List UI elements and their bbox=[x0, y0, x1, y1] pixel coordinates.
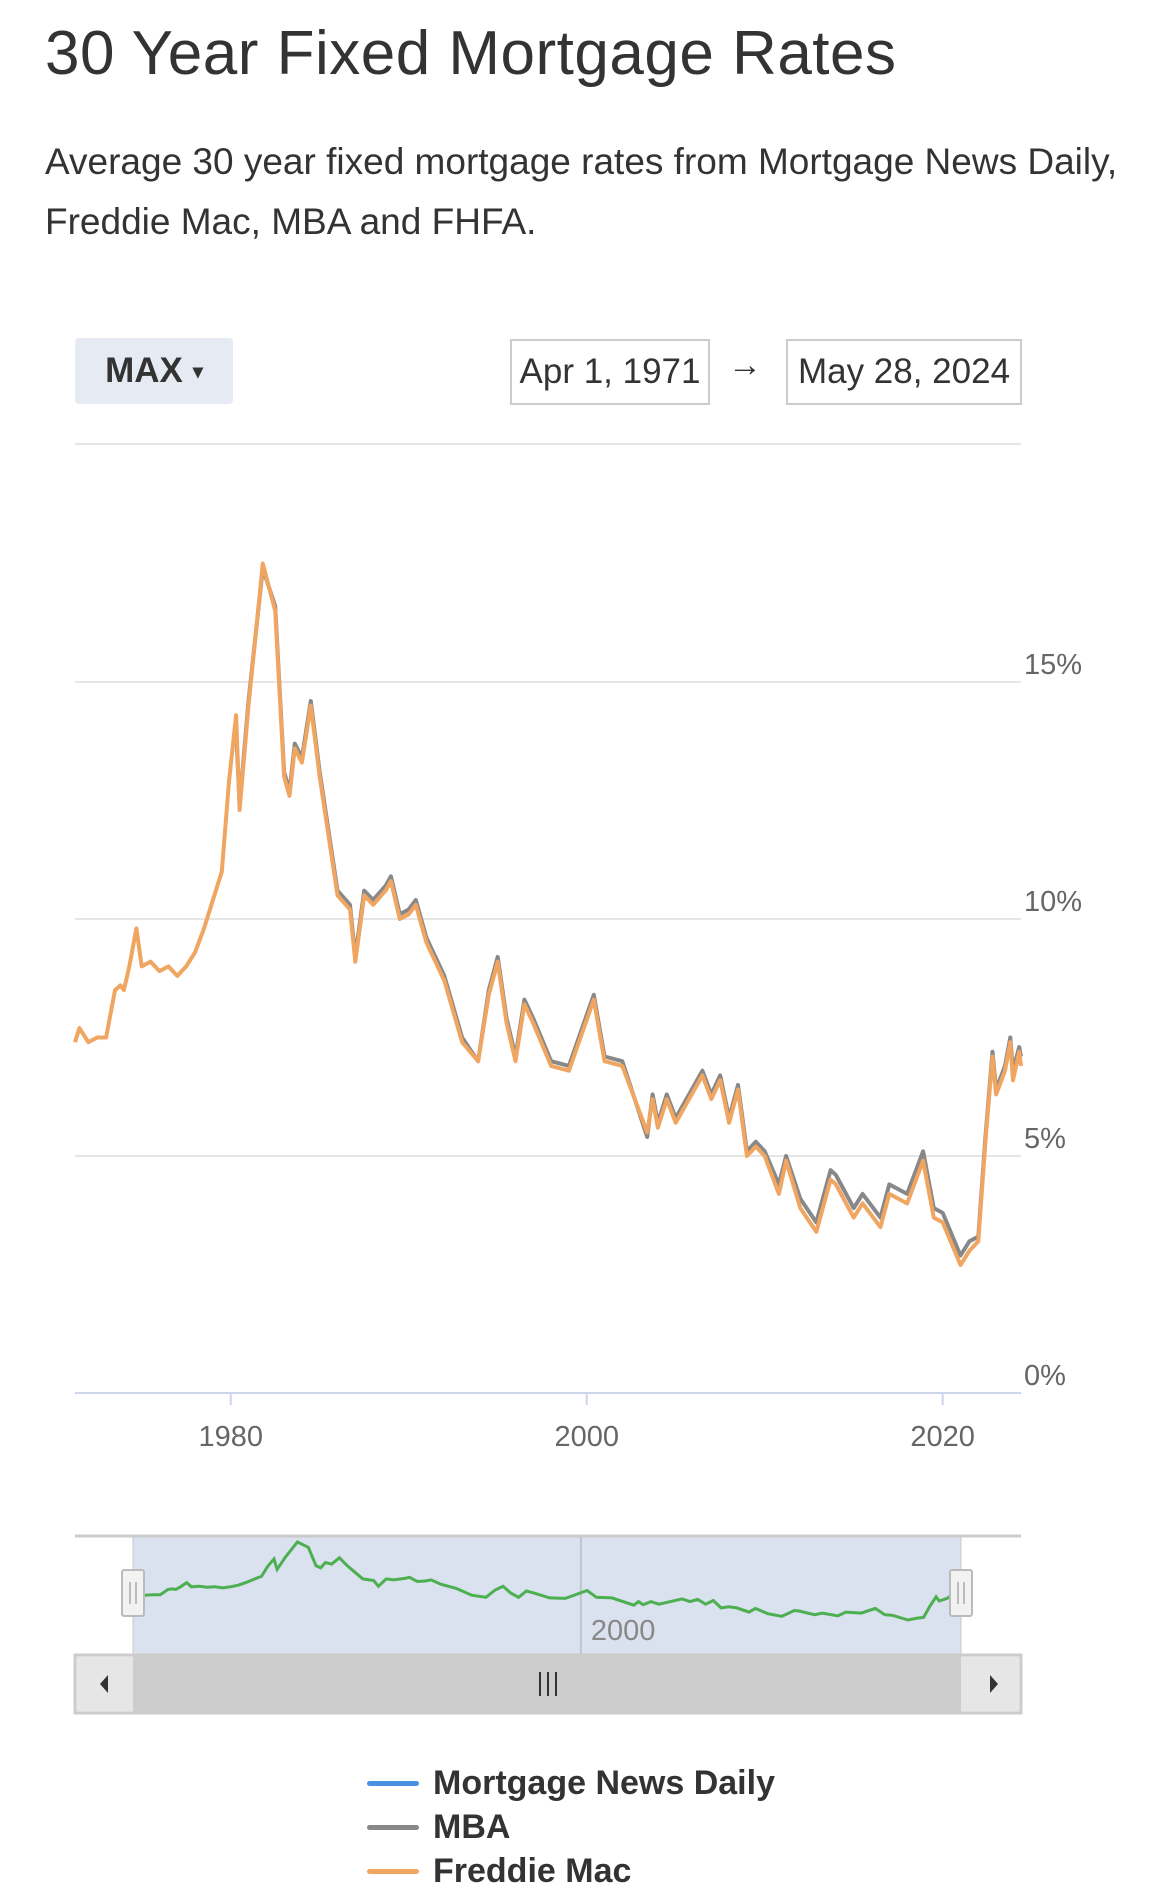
legend-label: Freddie Mac bbox=[433, 1852, 632, 1890]
navigator-tick-label: 2000 bbox=[591, 1615, 656, 1647]
y-tick-label: 10% bbox=[1024, 886, 1082, 918]
legend-item[interactable]: Freddie Mac bbox=[367, 1852, 631, 1891]
series-line-mba bbox=[234, 566, 1023, 1258]
x-tick-label: 2020 bbox=[910, 1421, 975, 1453]
y-tick-label: 0% bbox=[1024, 1360, 1066, 1392]
y-tick-label: 15% bbox=[1024, 649, 1082, 681]
y-tick-label: 5% bbox=[1024, 1123, 1066, 1155]
range-label: MAX bbox=[105, 351, 183, 390]
triangle-left-icon bbox=[100, 1675, 108, 1693]
triangle-right-icon bbox=[990, 1675, 998, 1693]
axis-labels: 0% 5% 10% 15% 1980 2000 2020 bbox=[198, 649, 1082, 1453]
end-date-input[interactable]: May 28, 2024 bbox=[786, 339, 1022, 405]
legend-item[interactable]: MBA bbox=[367, 1808, 510, 1847]
legend-item[interactable]: Mortgage News Daily bbox=[367, 1764, 775, 1803]
arrow-icon: → bbox=[728, 346, 762, 384]
navigator-series-line bbox=[132, 1540, 963, 1622]
legend-label: MBA bbox=[433, 1808, 511, 1846]
page-title: 30 Year Fixed Mortgage Rates bbox=[45, 19, 897, 88]
navigator[interactable]: 2000 bbox=[73, 1534, 1023, 1715]
caret-down-icon: ▾ bbox=[192, 360, 203, 383]
x-tick-label: 2000 bbox=[554, 1421, 619, 1453]
handle-body bbox=[121, 1569, 145, 1617]
handle-body bbox=[949, 1569, 973, 1617]
navigator-handle-right[interactable] bbox=[949, 1569, 973, 1617]
legend-swatch bbox=[367, 1869, 419, 1874]
page-subtitle: Average 30 year fixed mortgage rates fro… bbox=[45, 141, 1118, 242]
navigator-handle-left[interactable] bbox=[121, 1569, 145, 1617]
start-date-input[interactable]: Apr 1, 1971 bbox=[510, 339, 710, 405]
grid bbox=[75, 443, 1021, 1405]
legend-swatch bbox=[367, 1825, 419, 1830]
range-selector-button[interactable]: MAX ▾ bbox=[75, 338, 233, 404]
legend-label: Mortgage News Daily bbox=[433, 1764, 775, 1802]
series-line-freddie-mac bbox=[73, 561, 1023, 1267]
legend-swatch bbox=[367, 1781, 419, 1786]
x-tick-label: 1980 bbox=[198, 1421, 263, 1453]
plot-lines bbox=[73, 561, 1023, 1267]
